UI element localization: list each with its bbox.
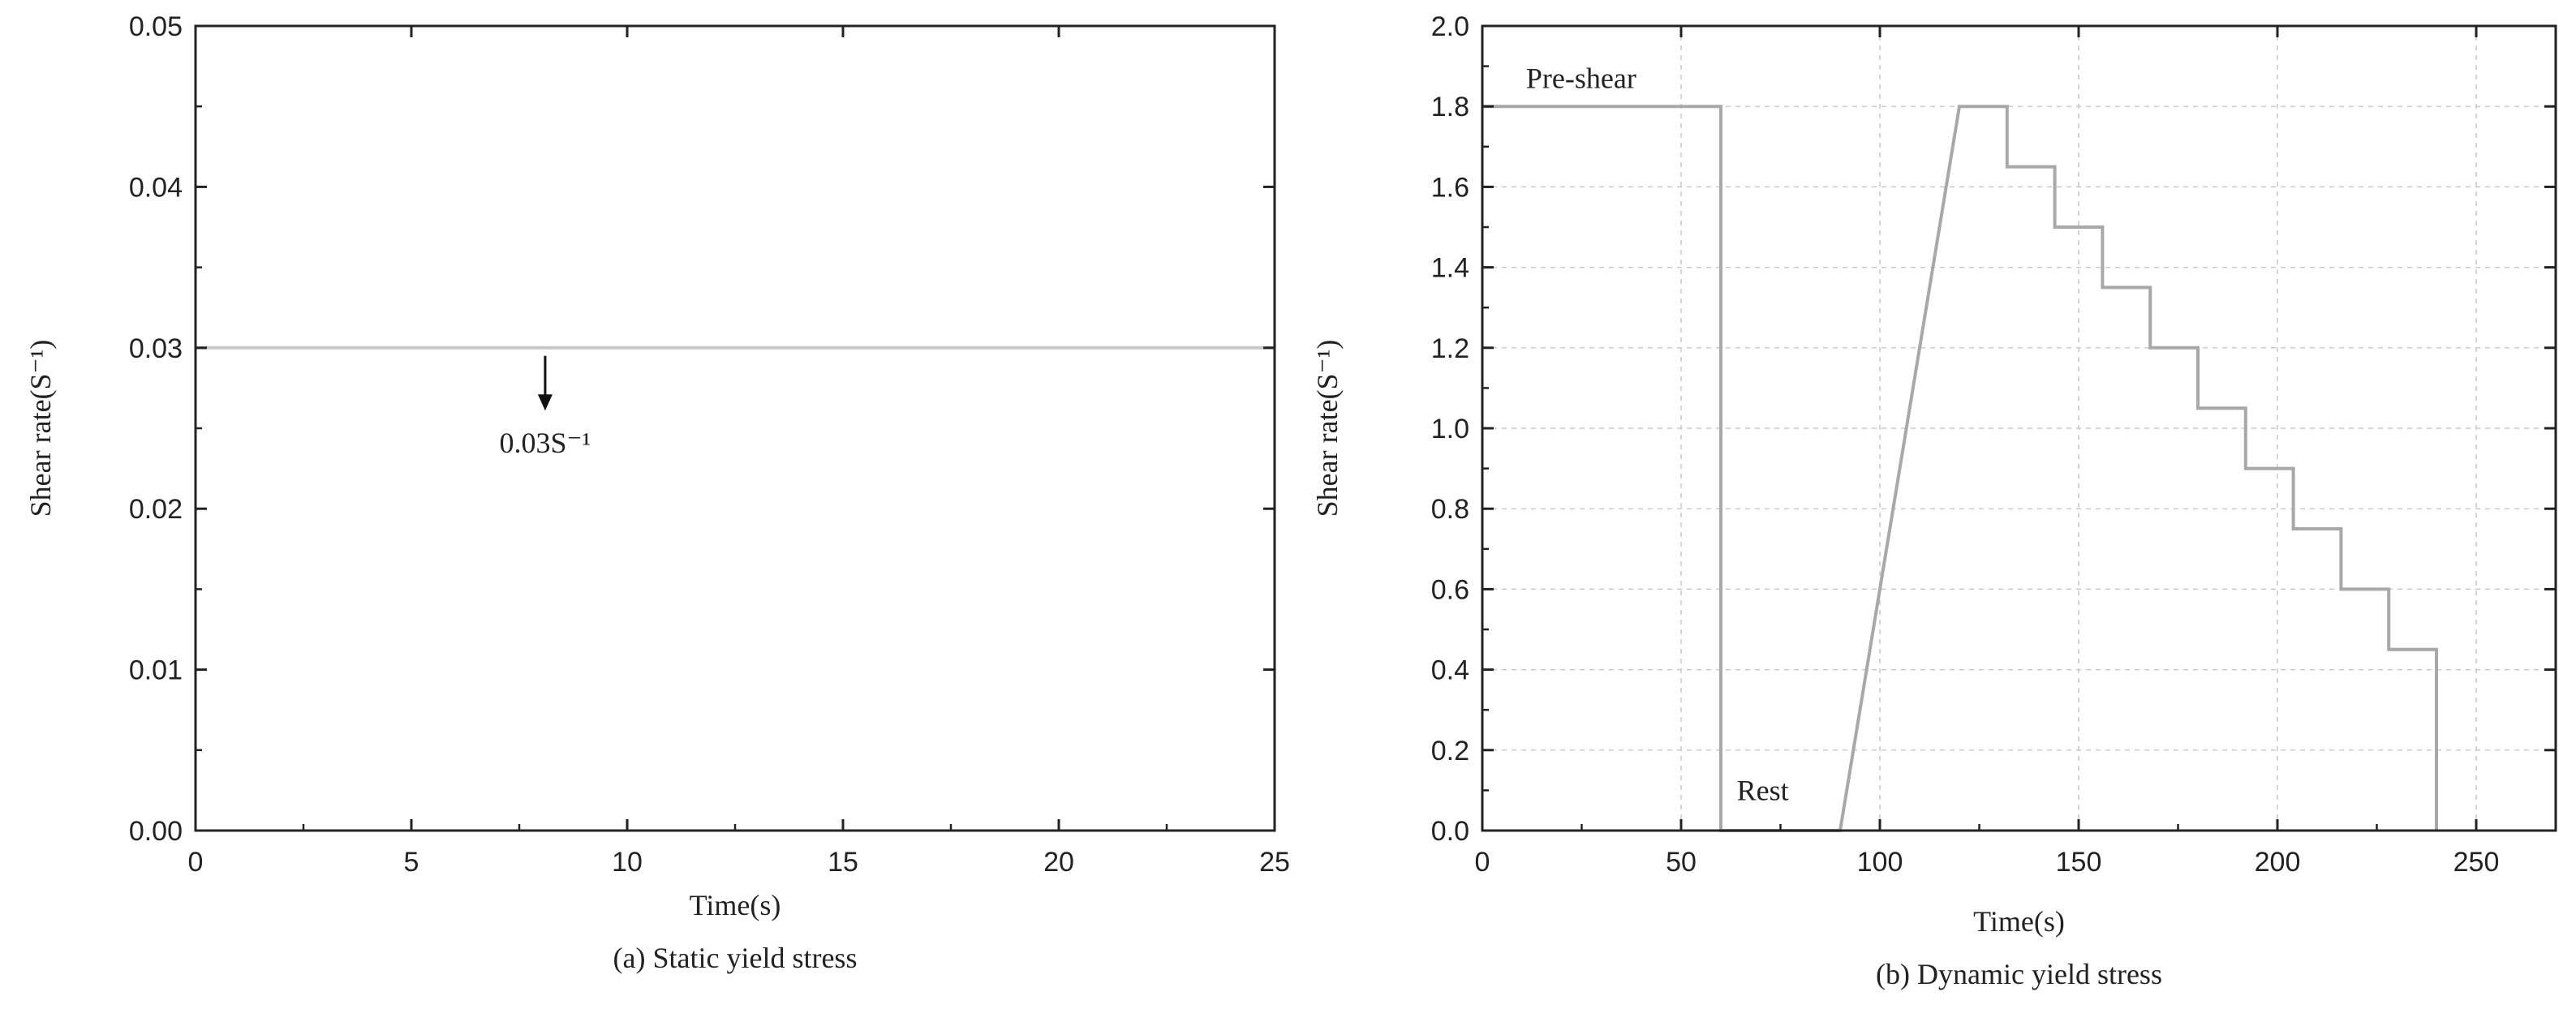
annotation-arrowhead — [537, 394, 553, 411]
x-tick-label: 15 — [828, 847, 858, 878]
figure-caption: (b) Dynamic yield stress — [1876, 958, 2162, 990]
y-tick-label: 0.4 — [1431, 655, 1469, 686]
y-tick-label: 0.2 — [1431, 736, 1469, 766]
x-tick-label: 100 — [1857, 847, 1903, 878]
y-tick-label: 0.04 — [129, 172, 183, 203]
plot-frame — [194, 24, 1276, 832]
x-tick-label: 5 — [404, 847, 419, 878]
y-tick-label: 0.00 — [129, 816, 183, 847]
y-axis-label: Shear rate(S⁻¹) — [1311, 340, 1344, 517]
dynamic-yield-stress-chart: 0 50 100 150 200 250 0.0 0.2 0.4 0.6 0.8 1.0 1.2 1.4 1… — [1311, 11, 2557, 990]
x-tick-label: 150 — [2056, 847, 2102, 878]
figure-caption: (a) Static yield stress — [613, 942, 858, 974]
x-tick-label: 0 — [188, 847, 204, 878]
y-tick-label: 0.01 — [129, 655, 183, 686]
x-axis-label: Time(s) — [1973, 905, 2065, 938]
y-tick-label: 0.0 — [1431, 816, 1469, 847]
y-tick-label: 0.02 — [129, 494, 183, 525]
y-tick-label: 1.4 — [1431, 253, 1469, 284]
y-tick-label: 0.6 — [1431, 574, 1469, 605]
y-tick-label: 1.2 — [1431, 333, 1469, 364]
series-line — [1482, 105, 2438, 832]
y-tick-label: 0.05 — [129, 11, 183, 42]
x-tick-label: 25 — [1259, 847, 1290, 878]
x-axis-label: Time(s) — [690, 889, 781, 921]
x-tick-label: 20 — [1043, 847, 1074, 878]
annotation-label: Rest — [1737, 774, 1789, 806]
x-tick-label: 250 — [2453, 847, 2500, 878]
x-tick-label: 50 — [1666, 847, 1697, 878]
y-tick-label: 0.03 — [129, 333, 183, 364]
static-yield-stress-chart: 0 5 10 15 20 25 0.00 0.01 0.02 0.03 0.04 0.05 Time(s… — [24, 11, 1290, 974]
y-tick-label: 2.0 — [1431, 11, 1469, 42]
y-axis-label: Shear rate(S⁻¹) — [24, 340, 57, 517]
y-tick-label: 1.8 — [1431, 92, 1469, 122]
annotation-label: 0.03S⁻¹ — [500, 427, 591, 459]
x-tick-label: 10 — [612, 847, 643, 878]
y-tick-label: 0.8 — [1431, 494, 1469, 525]
y-tick-label: 1.0 — [1431, 414, 1469, 444]
annotation-label: Pre-shear — [1526, 62, 1636, 94]
y-tick-label: 1.6 — [1431, 172, 1469, 203]
x-tick-label: 200 — [2255, 847, 2301, 878]
x-tick-label: 0 — [1475, 847, 1490, 878]
